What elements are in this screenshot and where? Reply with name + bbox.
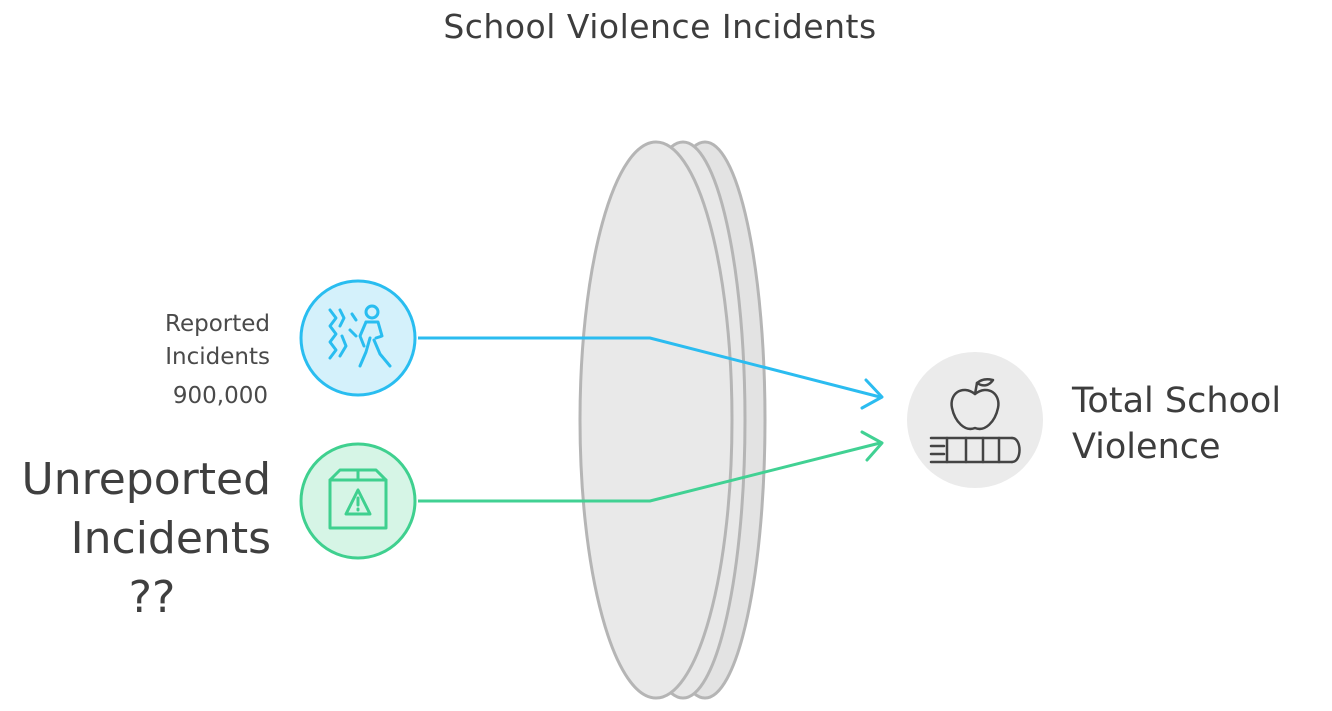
total-label-line2: Violence [1072,427,1221,467]
unreported-label-line2: Incidents [71,513,271,564]
unreported-value: ?? [129,572,176,623]
unreported-node [299,442,417,560]
violence-figures-icon [328,304,392,368]
diagram-title: School Violence Incidents [443,7,876,46]
apple-on-books-icon [929,378,1021,464]
warning-box-icon [328,468,388,530]
reported-label-line1: Reported [165,311,270,337]
unreported-arrow [418,430,884,503]
reported-value: 900,000 [173,383,268,409]
total-node [907,352,1043,488]
reported-arrow [418,336,884,410]
reported-node [299,279,417,397]
total-label-line1: Total School [1071,381,1281,421]
lens [578,140,767,700]
unreported-label-line1: Unreported [22,454,271,505]
reported-label-line2: Incidents [165,344,270,370]
